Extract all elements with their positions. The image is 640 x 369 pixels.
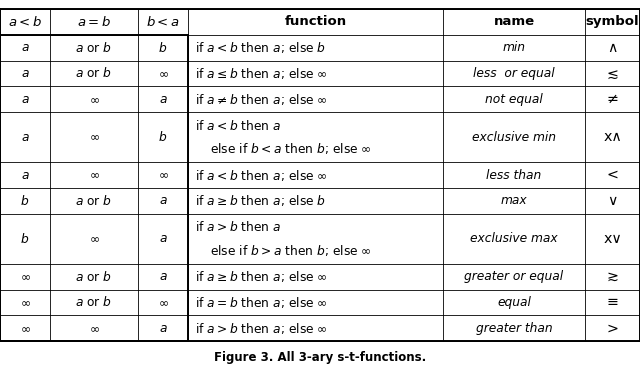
Text: greater or equal: greater or equal [465, 270, 564, 283]
Text: $\infty$: $\infty$ [88, 322, 99, 335]
Text: $a = b$: $a = b$ [77, 15, 111, 29]
Text: equal: equal [497, 296, 531, 309]
Text: function: function [284, 15, 347, 28]
Text: if $a < b$ then $a$: if $a < b$ then $a$ [195, 118, 282, 132]
Text: x∧: x∧ [603, 130, 622, 144]
Text: greater than: greater than [476, 322, 552, 335]
Text: $b < a$: $b < a$ [146, 15, 180, 29]
Text: else if $b > a$ then $b$; else $\infty$: else if $b > a$ then $b$; else $\infty$ [210, 243, 372, 258]
Text: not equal: not equal [485, 93, 543, 106]
Text: $a$: $a$ [20, 67, 29, 80]
Text: max: max [500, 194, 527, 207]
Text: if $a \neq b$ then $a$; else $\infty$: if $a \neq b$ then $a$; else $\infty$ [195, 92, 328, 107]
Text: exclusive min: exclusive min [472, 131, 556, 144]
Text: $b$: $b$ [20, 232, 29, 246]
Text: ≲: ≲ [607, 66, 618, 80]
Text: $b$: $b$ [159, 41, 168, 55]
Text: if $a \geq b$ then $a$; else $b$: if $a \geq b$ then $a$; else $b$ [195, 193, 326, 208]
Text: $a$: $a$ [20, 131, 29, 144]
Text: if $a = b$ then $a$; else $\infty$: if $a = b$ then $a$; else $\infty$ [195, 295, 328, 310]
Text: $a$ or $b$: $a$ or $b$ [76, 66, 113, 80]
Text: $\infty$: $\infty$ [88, 131, 99, 144]
Text: $a < b$: $a < b$ [8, 15, 42, 29]
Text: if $a \leq b$ then $a$; else $\infty$: if $a \leq b$ then $a$; else $\infty$ [195, 66, 328, 81]
Text: $a$: $a$ [20, 41, 29, 54]
Text: $b$: $b$ [20, 194, 29, 208]
Text: if $a > b$ then $a$; else $\infty$: if $a > b$ then $a$; else $\infty$ [195, 321, 328, 336]
Text: if $a < b$ then $a$; else $b$: if $a < b$ then $a$; else $b$ [195, 40, 326, 55]
Text: $a$: $a$ [20, 93, 29, 106]
Text: Figure 3. All 3-ary s-t-functions.: Figure 3. All 3-ary s-t-functions. [214, 351, 426, 364]
Text: $a$ or $b$: $a$ or $b$ [76, 41, 113, 55]
Text: $a$: $a$ [159, 232, 167, 245]
Text: else if $b < a$ then $b$; else $\infty$: else if $b < a$ then $b$; else $\infty$ [210, 141, 372, 156]
Text: $a$ or $b$: $a$ or $b$ [76, 270, 113, 284]
Text: ≡: ≡ [607, 296, 618, 310]
Text: $a$: $a$ [159, 194, 167, 207]
Text: $b$: $b$ [159, 130, 168, 144]
Text: $a$: $a$ [159, 322, 167, 335]
Text: less than: less than [486, 169, 541, 182]
Text: $\infty$: $\infty$ [20, 322, 31, 335]
Text: if $a \geq b$ then $a$; else $\infty$: if $a \geq b$ then $a$; else $\infty$ [195, 269, 328, 284]
Text: $a$ or $b$: $a$ or $b$ [76, 296, 113, 310]
Text: $\infty$: $\infty$ [88, 93, 99, 106]
Text: $\infty$: $\infty$ [157, 296, 168, 309]
Text: <: < [607, 168, 618, 182]
Text: $\infty$: $\infty$ [157, 67, 168, 80]
Text: ∧: ∧ [607, 41, 618, 55]
Text: ≠: ≠ [607, 92, 618, 106]
Text: $a$: $a$ [20, 169, 29, 182]
Text: >: > [607, 321, 618, 335]
Text: name: name [493, 15, 534, 28]
Text: symbol: symbol [586, 15, 639, 28]
Text: $\infty$: $\infty$ [88, 169, 99, 182]
Text: $\infty$: $\infty$ [20, 296, 31, 309]
Text: ∨: ∨ [607, 194, 618, 208]
Text: $a$: $a$ [159, 93, 167, 106]
Text: if $a > b$ then $a$: if $a > b$ then $a$ [195, 220, 282, 234]
Text: $a$ or $b$: $a$ or $b$ [76, 194, 113, 208]
Text: min: min [502, 41, 525, 54]
Text: $\infty$: $\infty$ [20, 270, 31, 283]
Text: $\infty$: $\infty$ [157, 169, 168, 182]
Text: x∨: x∨ [603, 232, 622, 246]
Text: ≳: ≳ [607, 270, 618, 284]
Text: less  or equal: less or equal [473, 67, 555, 80]
Text: exclusive max: exclusive max [470, 232, 558, 245]
Text: if $a < b$ then $a$; else $\infty$: if $a < b$ then $a$; else $\infty$ [195, 168, 328, 183]
Text: $a$: $a$ [159, 270, 167, 283]
Text: $\infty$: $\infty$ [88, 232, 99, 245]
